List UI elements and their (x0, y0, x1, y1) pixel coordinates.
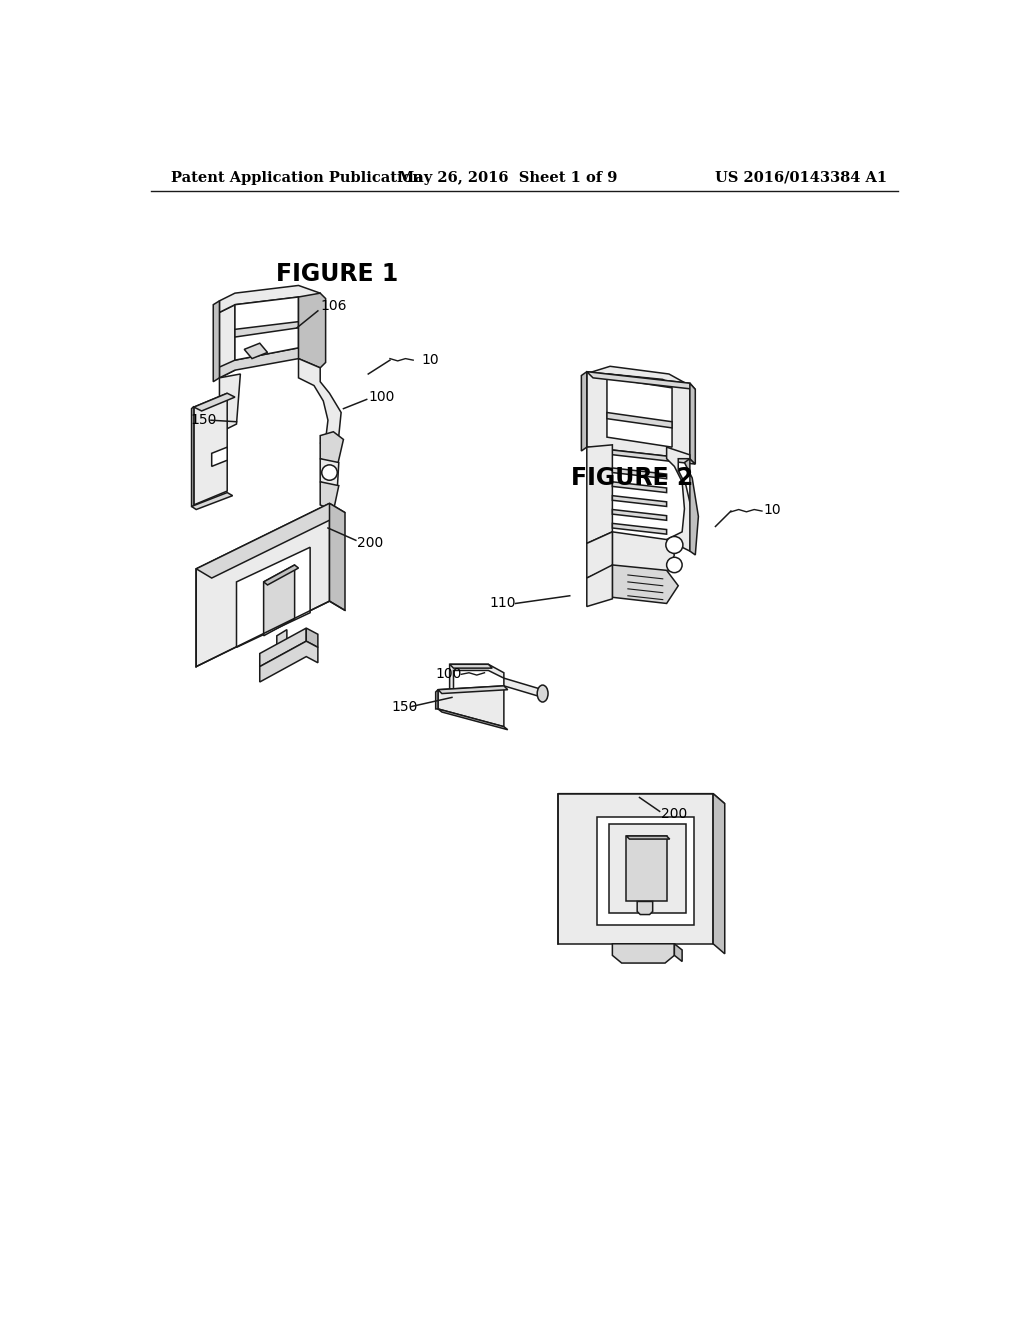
Polygon shape (558, 793, 713, 944)
Polygon shape (684, 459, 698, 554)
Polygon shape (612, 482, 667, 492)
Polygon shape (299, 297, 321, 368)
Circle shape (667, 557, 682, 573)
Polygon shape (608, 825, 686, 913)
Polygon shape (321, 482, 339, 511)
Polygon shape (438, 686, 504, 726)
Polygon shape (667, 447, 692, 552)
Polygon shape (299, 293, 326, 368)
Text: US 2016/0143384 A1: US 2016/0143384 A1 (716, 170, 888, 185)
Polygon shape (612, 496, 667, 507)
Text: 10: 10 (764, 503, 781, 517)
Polygon shape (263, 565, 299, 585)
Polygon shape (213, 301, 219, 381)
Text: 200: 200 (662, 808, 687, 821)
Polygon shape (690, 383, 695, 465)
Polygon shape (245, 343, 267, 359)
Polygon shape (450, 664, 493, 668)
Polygon shape (237, 548, 310, 647)
Polygon shape (612, 469, 667, 479)
Polygon shape (438, 709, 508, 730)
Text: FIGURE 1: FIGURE 1 (276, 261, 398, 286)
Text: 100: 100 (369, 391, 394, 404)
Polygon shape (637, 902, 652, 915)
Polygon shape (612, 524, 667, 535)
Polygon shape (276, 630, 287, 647)
Circle shape (322, 465, 337, 480)
Ellipse shape (538, 685, 548, 702)
Polygon shape (587, 445, 612, 544)
Polygon shape (582, 372, 587, 451)
Polygon shape (675, 944, 682, 961)
Polygon shape (612, 532, 675, 574)
Polygon shape (299, 359, 341, 451)
Polygon shape (438, 686, 508, 693)
Polygon shape (219, 348, 321, 378)
Polygon shape (612, 565, 678, 603)
Polygon shape (450, 664, 504, 689)
Polygon shape (197, 503, 345, 578)
Polygon shape (219, 285, 321, 313)
Polygon shape (504, 678, 543, 697)
Polygon shape (234, 297, 299, 360)
Polygon shape (263, 565, 295, 636)
Polygon shape (194, 393, 234, 411)
Polygon shape (597, 817, 693, 924)
Polygon shape (627, 836, 667, 902)
Text: May 26, 2016  Sheet 1 of 9: May 26, 2016 Sheet 1 of 9 (398, 170, 617, 185)
Polygon shape (234, 322, 299, 337)
Polygon shape (213, 374, 241, 436)
Text: 110: 110 (489, 597, 516, 610)
Polygon shape (191, 407, 194, 507)
Polygon shape (321, 459, 339, 490)
Polygon shape (587, 372, 695, 389)
Polygon shape (587, 532, 612, 578)
Polygon shape (260, 628, 306, 667)
Text: 150: 150 (391, 700, 418, 714)
Polygon shape (713, 793, 725, 954)
Text: 150: 150 (190, 413, 216, 428)
Polygon shape (608, 374, 672, 451)
Polygon shape (191, 492, 232, 510)
Polygon shape (586, 367, 690, 459)
Polygon shape (612, 944, 675, 964)
Text: 10: 10 (421, 354, 438, 367)
Polygon shape (607, 378, 672, 447)
Polygon shape (587, 372, 690, 459)
Text: Patent Application Publication: Patent Application Publication (171, 170, 423, 185)
Polygon shape (558, 793, 725, 804)
Polygon shape (587, 565, 612, 607)
Polygon shape (587, 447, 695, 465)
Polygon shape (435, 689, 438, 709)
Polygon shape (627, 836, 670, 840)
Circle shape (666, 536, 683, 553)
Polygon shape (306, 628, 317, 647)
Text: 106: 106 (321, 300, 347, 313)
Polygon shape (194, 393, 227, 506)
Polygon shape (212, 447, 227, 466)
Polygon shape (260, 642, 317, 682)
Text: 200: 200 (356, 536, 383, 550)
Polygon shape (607, 412, 672, 428)
Polygon shape (612, 510, 667, 520)
Text: FIGURE 2: FIGURE 2 (570, 466, 693, 490)
Polygon shape (321, 432, 343, 466)
Text: 100: 100 (435, 668, 462, 681)
Polygon shape (219, 305, 234, 378)
Polygon shape (197, 503, 330, 667)
Polygon shape (330, 503, 345, 610)
